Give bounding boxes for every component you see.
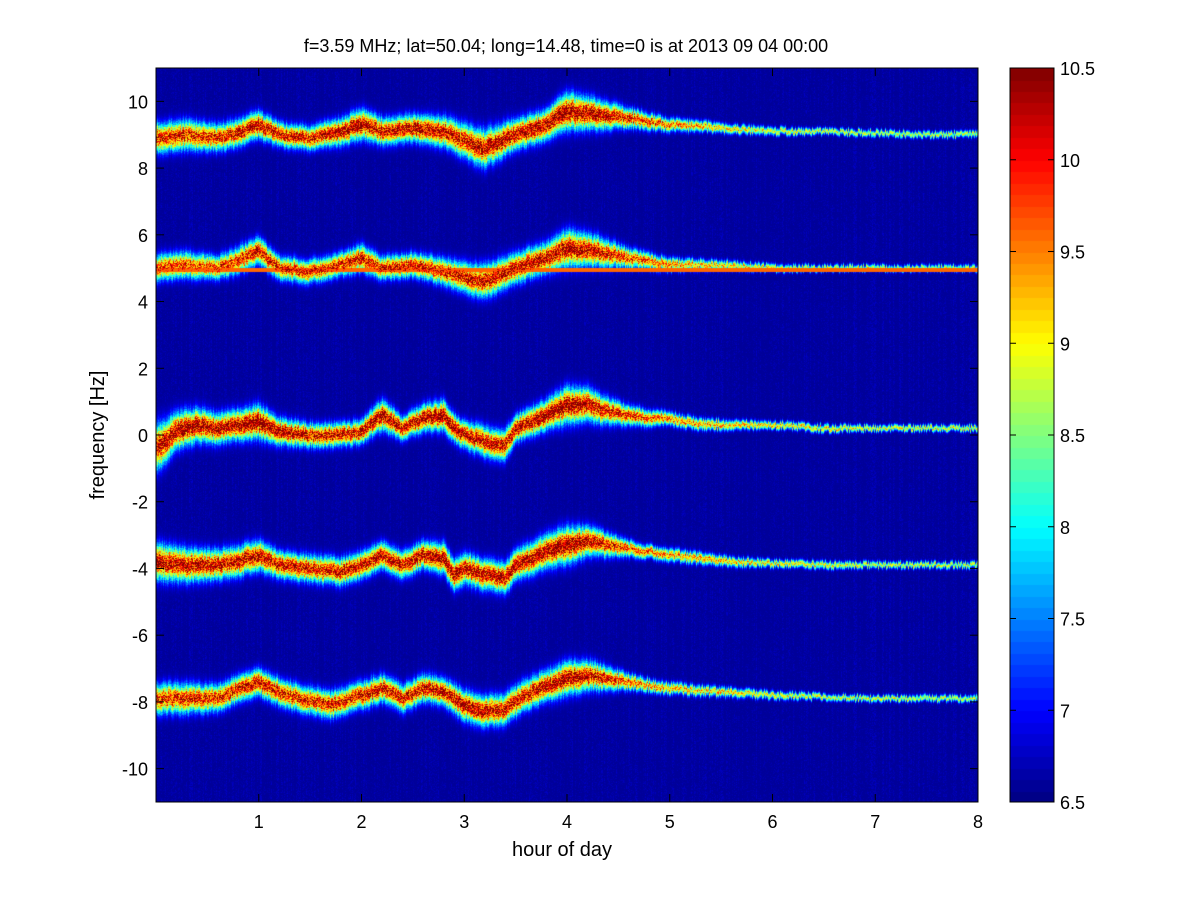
x-tick-label: 1: [254, 812, 264, 832]
colorbar-tick-label: 10.5: [1060, 59, 1095, 79]
y-axis: -10 -8 -6 -4 -2 0 2 4 6 8 10: [122, 92, 978, 780]
y-tick-label: 10: [128, 92, 148, 112]
x-axis: 1 2 3 4 5 6 7 8: [254, 68, 983, 832]
y-tick-label: -10: [122, 760, 148, 780]
y-tick-label: -2: [132, 493, 148, 513]
y-tick-label: -8: [132, 693, 148, 713]
y-tick-label: 0: [138, 426, 148, 446]
colorbar-tick-label: 6.5: [1060, 793, 1085, 813]
colorbar-tick-label: 8.5: [1060, 426, 1085, 446]
x-tick-label: 6: [767, 812, 777, 832]
colorbar: [1010, 68, 1054, 802]
x-tick-label: 5: [665, 812, 675, 832]
colorbar-area: [1010, 68, 1054, 802]
spectrogram-heatmap: [156, 68, 978, 802]
colorbar-tick-label: 8: [1060, 518, 1070, 538]
y-tick-label: 2: [138, 359, 148, 379]
y-tick-label: 6: [138, 226, 148, 246]
y-axis-label: frequency [Hz]: [87, 371, 109, 500]
colorbar-tick-label: 10: [1060, 151, 1080, 171]
x-tick-label: 4: [562, 812, 572, 832]
colorbar-tick-label: 9.5: [1060, 243, 1085, 263]
x-axis-label: hour of day: [512, 839, 612, 861]
x-tick-label: 8: [973, 812, 983, 832]
x-tick-label: 7: [870, 812, 880, 832]
y-tick-label: -6: [132, 626, 148, 646]
x-tick-label: 3: [459, 812, 469, 832]
x-tick-label: 2: [356, 812, 366, 832]
chart-title: f=3.59 MHz; lat=50.04; long=14.48, time=…: [304, 36, 828, 56]
colorbar-tick-label: 9: [1060, 334, 1070, 354]
y-tick-label: 4: [138, 293, 148, 313]
colorbar-tick-label: 7: [1060, 701, 1070, 721]
spectrogram-area: [156, 68, 978, 802]
colorbar-tick-label: 7.5: [1060, 610, 1085, 630]
y-tick-label: 8: [138, 159, 148, 179]
colorbar-axis: 6.5 7 7.5 8 8.5 9 9.5 10 10.5: [1010, 59, 1095, 813]
y-tick-label: -4: [132, 559, 148, 579]
